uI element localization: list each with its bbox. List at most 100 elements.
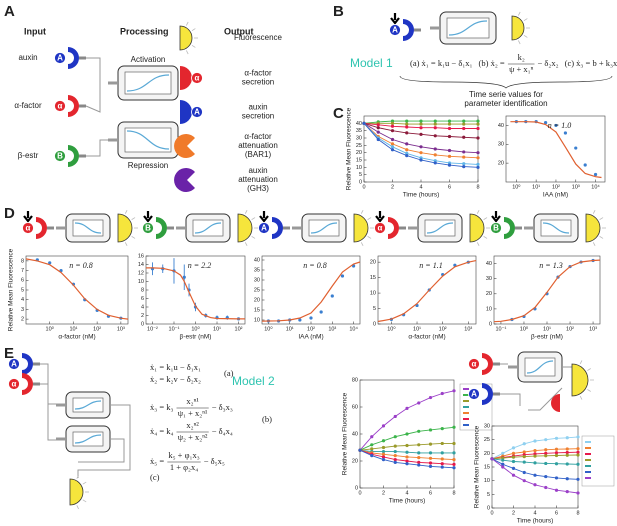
data-point <box>390 137 395 142</box>
glow <box>251 236 256 239</box>
data-point <box>511 459 516 464</box>
label: 10⁰ <box>512 183 521 190</box>
label: 6 <box>555 510 558 516</box>
data-point <box>405 406 409 410</box>
data-point <box>417 456 421 460</box>
plot-frame <box>505 115 606 183</box>
legend-swatch <box>585 447 591 449</box>
label: 40 <box>356 121 362 127</box>
data-point <box>462 122 466 126</box>
label: n = 1.3 <box>539 261 562 270</box>
data-point <box>433 122 437 126</box>
data-point <box>393 444 397 448</box>
label: D <box>4 205 15 222</box>
ligand <box>389 24 401 36</box>
glow <box>599 236 604 239</box>
label: 10¹ <box>213 326 221 332</box>
legend-swatch <box>585 465 591 467</box>
label: 6 <box>141 296 144 302</box>
glow <box>592 209 596 214</box>
label: (a) <box>224 368 234 378</box>
data-point <box>576 462 580 466</box>
glow <box>82 481 87 485</box>
label: Relative Mean Fluorescence <box>342 392 349 475</box>
data-point <box>381 458 386 462</box>
data-point <box>544 485 548 490</box>
label: Relative Mean Fluorescence <box>8 248 15 331</box>
label: 2 <box>391 184 394 190</box>
data-point <box>544 454 548 458</box>
data-point <box>440 457 444 461</box>
label: Relative Mean Fluorescence <box>346 107 353 190</box>
label: 10³ <box>328 326 336 332</box>
data-point <box>440 427 444 431</box>
data-point <box>405 443 409 448</box>
label: B <box>57 152 63 161</box>
data-point <box>554 436 559 440</box>
label: B <box>493 224 499 233</box>
label: 10⁴ <box>349 325 358 332</box>
response-curve <box>426 222 454 234</box>
label: 2 <box>382 490 385 496</box>
label: 10² <box>307 326 315 332</box>
secretor <box>180 66 192 90</box>
data-point <box>447 154 452 158</box>
data-point <box>405 432 409 436</box>
data-point <box>370 447 374 451</box>
data-point <box>376 126 380 130</box>
connector <box>85 57 108 157</box>
data-point <box>501 451 505 455</box>
data-point <box>419 156 423 160</box>
ligand <box>468 358 480 370</box>
glow <box>587 389 591 392</box>
receptor <box>36 217 47 239</box>
legend-swatch <box>585 477 591 479</box>
data-point <box>376 137 380 142</box>
response-curve <box>448 20 488 36</box>
label: 25 <box>484 437 490 443</box>
label: 40 <box>486 261 492 267</box>
data-point <box>433 134 437 138</box>
label: 20 <box>254 297 260 303</box>
data-point <box>554 451 559 455</box>
glow <box>124 242 128 247</box>
fluorescence <box>237 213 253 243</box>
data-point <box>447 161 452 165</box>
input-arrow <box>143 211 153 223</box>
glow <box>587 368 591 371</box>
label: A <box>194 108 200 117</box>
label: 10³ <box>117 326 125 332</box>
label: Time (hours) <box>403 192 440 199</box>
label: 10 <box>486 306 492 312</box>
data-point <box>370 454 374 458</box>
label: α <box>378 224 383 233</box>
data-point <box>405 459 409 463</box>
label: (b) ẋ₂ = <box>479 58 505 68</box>
data-point <box>511 466 516 470</box>
data-point <box>554 123 558 128</box>
response-curve <box>526 360 554 374</box>
label: 14 <box>138 262 144 268</box>
label: (c) <box>150 472 160 482</box>
data-point <box>563 131 568 135</box>
fluorescence <box>469 213 485 243</box>
label: 10 <box>254 317 260 323</box>
label: 2 <box>512 510 515 516</box>
label: Time (hours) <box>389 498 426 505</box>
label: 5 <box>373 306 376 312</box>
data-point <box>554 453 559 458</box>
fluorescence <box>571 363 589 397</box>
label: 3 <box>21 307 24 313</box>
receptor <box>272 217 283 239</box>
data-point <box>440 465 444 469</box>
label: 30 <box>356 135 362 141</box>
glow <box>592 242 596 247</box>
data-point <box>309 316 313 320</box>
label: 1 + φ₂x₄ <box>170 462 198 472</box>
data-point <box>447 134 452 139</box>
label: 20 <box>356 150 362 156</box>
label: 10² <box>552 184 560 190</box>
data-point <box>405 450 409 454</box>
label: 15 <box>484 464 490 470</box>
